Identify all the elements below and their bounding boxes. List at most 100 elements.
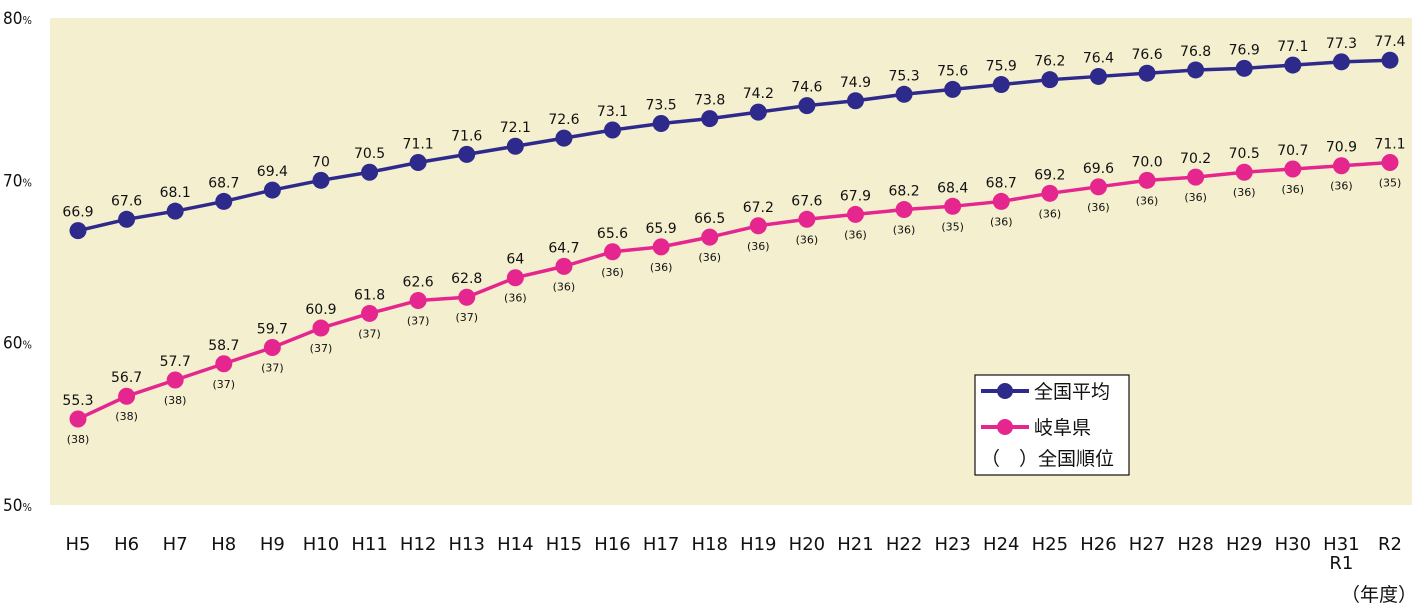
data-point-national	[312, 171, 330, 189]
data-point-national	[1138, 64, 1156, 82]
data-label-national: 71.6	[451, 128, 482, 144]
data-point-national	[749, 103, 767, 121]
data-point-gifu	[992, 192, 1010, 210]
x-tick-label: H28	[1177, 534, 1213, 555]
rank-label-gifu: (37)	[310, 342, 333, 355]
data-point-gifu	[361, 304, 379, 322]
data-label-national: 77.1	[1277, 39, 1308, 55]
rank-label-gifu: (36)	[553, 280, 576, 293]
data-label-national: 75.6	[937, 63, 968, 79]
data-label-gifu: 64.7	[548, 240, 579, 256]
x-tick-label: H11	[351, 534, 387, 555]
data-label-national: 66.9	[62, 205, 93, 221]
data-label-national: 71.1	[403, 136, 434, 152]
x-tick-label: H27	[1129, 534, 1165, 555]
data-point-national	[166, 202, 184, 220]
x-tick-label: H30	[1275, 534, 1311, 555]
data-label-gifu: 69.2	[1034, 167, 1065, 183]
data-point-national	[1332, 53, 1350, 71]
data-label-national: 73.1	[597, 104, 628, 120]
data-point-gifu	[1089, 178, 1107, 196]
rank-label-gifu: (36)	[796, 233, 819, 246]
data-point-national	[555, 129, 573, 147]
data-label-national: 75.9	[986, 59, 1017, 75]
data-point-national	[506, 137, 524, 155]
y-tick-label: 80%	[3, 9, 32, 29]
data-point-national	[701, 110, 719, 128]
x-axis-unit-label: （年度）	[1341, 584, 1417, 606]
data-point-gifu	[409, 291, 427, 309]
rank-label-gifu: (37)	[358, 327, 381, 340]
x-tick-label: H7	[163, 534, 188, 555]
x-tick-label: H8	[211, 534, 236, 555]
rank-label-gifu: (36)	[1184, 191, 1207, 204]
data-point-national	[1187, 61, 1205, 79]
data-label-gifu: 70.2	[1180, 151, 1211, 167]
x-tick-label: H23	[934, 534, 970, 555]
data-point-national	[69, 222, 87, 240]
data-label-gifu: 66.5	[694, 211, 725, 227]
y-tick-label: 70%	[3, 171, 32, 191]
data-points	[69, 51, 1399, 428]
rank-label-gifu: (36)	[893, 224, 916, 237]
data-point-national	[409, 153, 427, 171]
rank-label-gifu: (35)	[941, 220, 964, 233]
data-point-gifu	[458, 288, 476, 306]
x-tick-label: H19	[740, 534, 776, 555]
x-tick-label: H15	[546, 534, 582, 555]
rank-label-gifu: (36)	[698, 251, 721, 264]
x-tick-label: R2	[1378, 534, 1402, 555]
data-point-national	[895, 85, 913, 103]
data-label-national: 77.3	[1326, 36, 1357, 52]
data-label-gifu: 70.7	[1277, 143, 1308, 159]
data-point-gifu	[215, 355, 233, 373]
data-label-gifu: 62.6	[403, 274, 434, 290]
series-lines	[77, 58, 1391, 421]
data-label-national: 76.6	[1131, 47, 1162, 63]
data-point-national	[215, 192, 233, 210]
data-label-national: 67.6	[111, 193, 142, 209]
data-label-gifu: 58.7	[208, 338, 239, 354]
series-line-national	[77, 58, 1391, 233]
data-point-national	[944, 80, 962, 98]
legend-note-rank: （ ）全国順位	[981, 448, 1114, 470]
data-labels: 66.9 67.6 68.1 68.7 69.4 70 70.5 71.1 71.6 72.1 72…	[62, 34, 1405, 446]
data-point-gifu	[166, 371, 184, 389]
data-point-gifu	[1381, 153, 1399, 171]
data-label-gifu: 70.9	[1326, 140, 1357, 156]
data-point-gifu	[506, 269, 524, 287]
data-label-national: 73.5	[646, 98, 677, 114]
data-point-gifu	[312, 319, 330, 337]
data-label-gifu: 65.6	[597, 226, 628, 242]
rank-label-gifu: (36)	[601, 266, 624, 279]
data-label-national: 70	[312, 154, 330, 170]
data-label-gifu: 67.2	[743, 200, 774, 216]
data-label-gifu: 67.6	[791, 193, 822, 209]
x-tick-label: H20	[789, 534, 825, 555]
data-label-gifu: 67.9	[840, 188, 871, 204]
rank-label-gifu: (36)	[650, 261, 673, 274]
data-point-national	[1284, 56, 1302, 74]
data-point-national	[1041, 71, 1059, 89]
data-point-national	[846, 92, 864, 110]
data-label-national: 76.2	[1034, 54, 1065, 70]
rank-label-gifu: (36)	[844, 228, 867, 241]
rank-label-gifu: (35)	[1379, 176, 1402, 189]
data-label-national: 77.4	[1374, 34, 1405, 50]
data-point-gifu	[895, 201, 913, 219]
data-point-national	[992, 76, 1010, 94]
data-label-gifu: 55.3	[62, 393, 93, 409]
data-point-gifu	[69, 410, 87, 428]
data-point-national	[1235, 59, 1253, 77]
data-label-national: 76.8	[1180, 44, 1211, 60]
x-tick-label: H22	[886, 534, 922, 555]
data-label-gifu: 68.7	[986, 175, 1017, 191]
data-point-gifu	[263, 339, 281, 357]
data-point-national	[652, 115, 670, 133]
x-axis-ticks: H5 H6 H7 H8 H9 H10 H11 H12 H13 H14 H15 H16 H17 H18 H19…	[66, 534, 1402, 574]
rank-label-gifu: (36)	[1087, 201, 1110, 214]
data-point-gifu	[1235, 163, 1253, 181]
data-label-gifu: 60.9	[305, 302, 336, 318]
x-tick-label: H6	[114, 534, 139, 555]
data-label-gifu: 56.7	[111, 370, 142, 386]
